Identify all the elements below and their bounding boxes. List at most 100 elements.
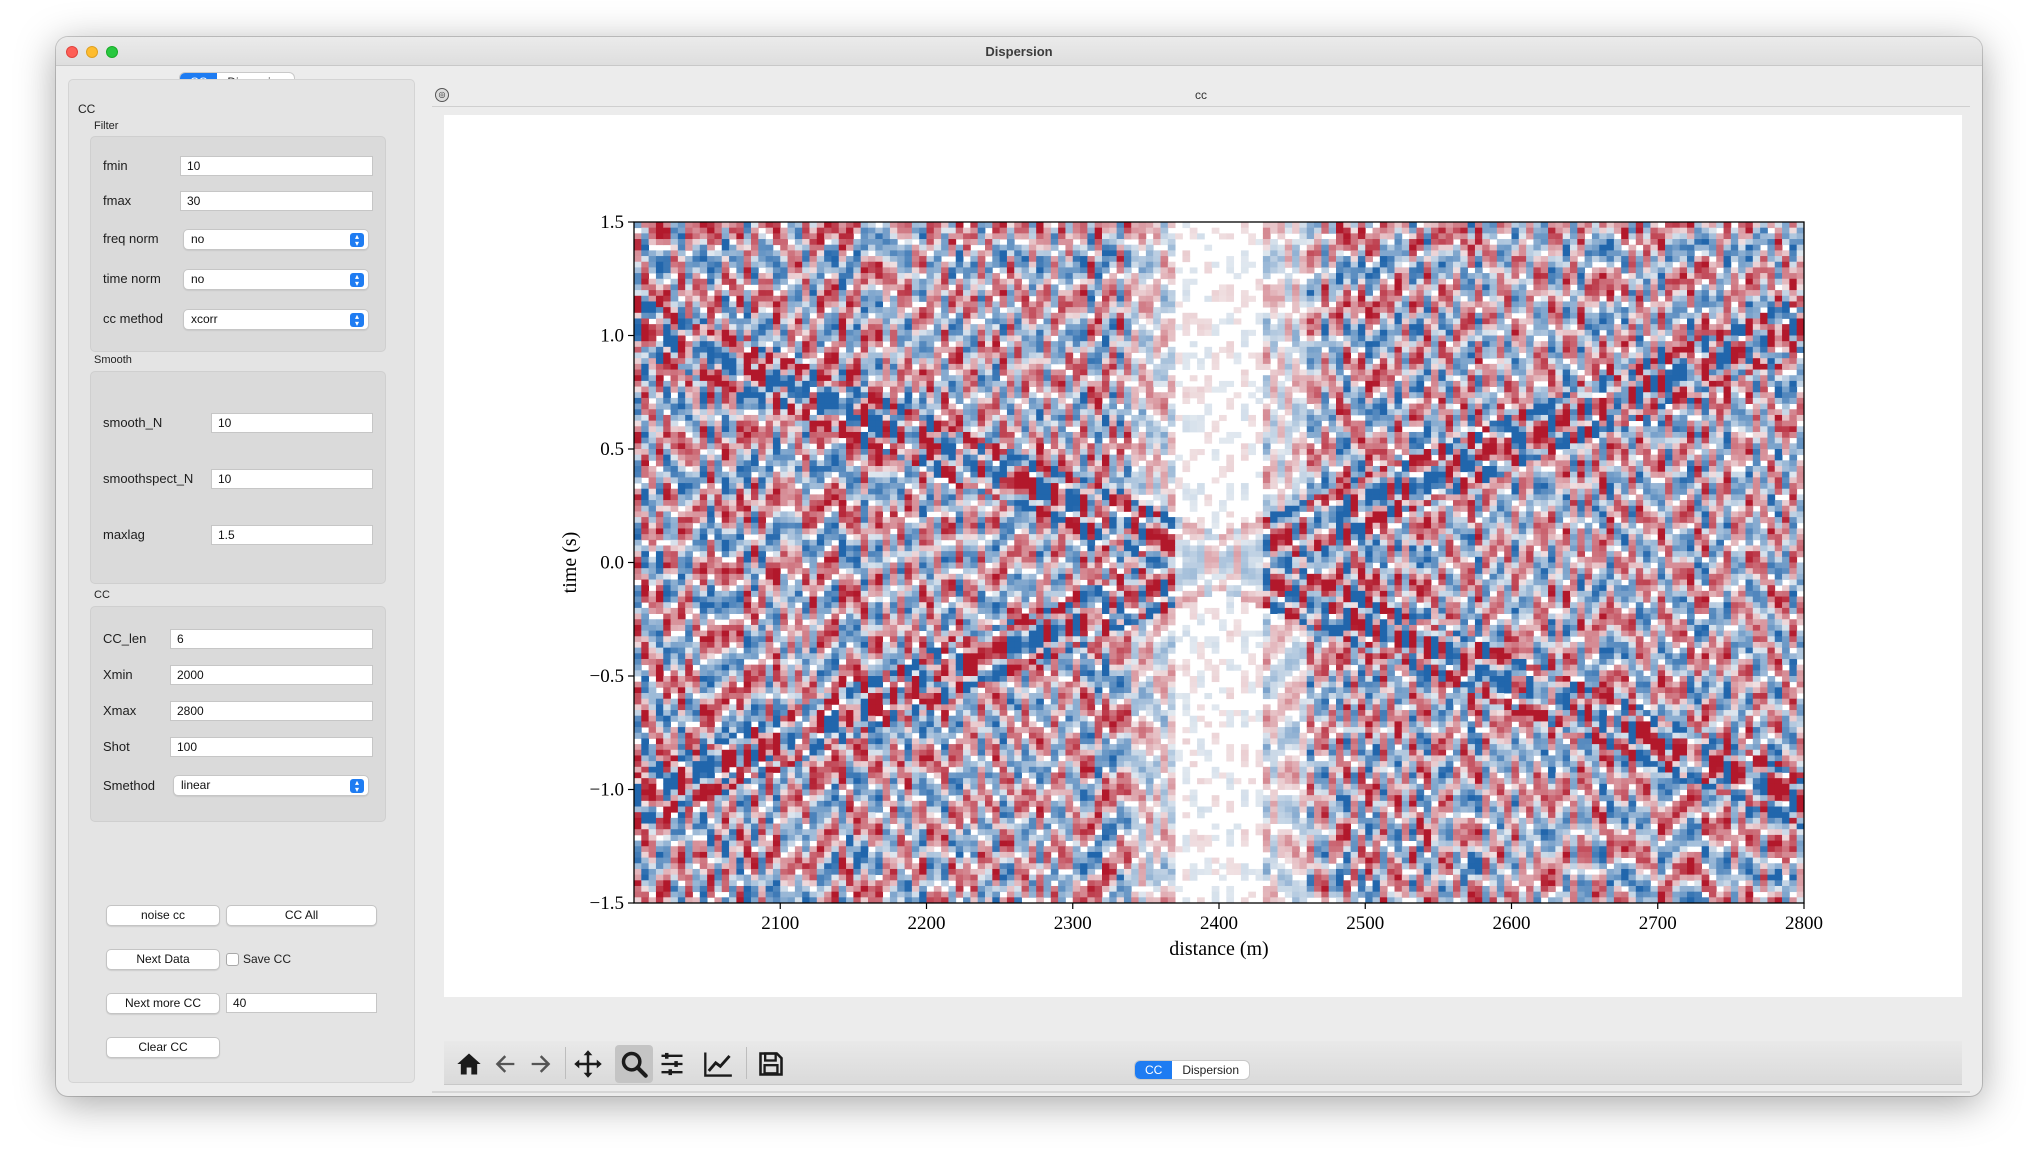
heatmap-cell [904,244,913,251]
heatmap-cell [641,562,650,569]
heatmap-cell [692,449,701,456]
next-more-cc-input[interactable] [226,993,377,1013]
heatmap-cell [677,244,686,251]
heatmap-cell [875,386,884,393]
maxlag-input[interactable] [211,525,373,545]
heatmap-cell [721,312,730,319]
heatmap-cell [714,556,723,563]
heatmap-cell [846,318,854,325]
heatmap-cell [875,539,884,546]
cc-all-button[interactable]: CC All [226,905,377,926]
heatmap-cell [794,585,803,592]
heatmap-cell [721,460,730,467]
heatmap-cell [816,528,825,535]
heatmap-cell [933,426,942,433]
heatmap-cell [824,539,832,546]
cc-len-input[interactable] [170,629,373,649]
freq-norm-select[interactable]: no ▴ ▾ [183,229,369,250]
figure-canvas[interactable]: 2100 2200 2300 2400 2500 2600 2700 2800 1.5 1.0 0.… [444,115,1962,997]
heatmap-cell [911,602,920,609]
cc-method-select[interactable]: xcorr ▴ ▾ [183,309,369,330]
heatmap-cell [751,233,759,240]
heatmap-cell [685,687,693,694]
noise-cc-button[interactable]: noise cc [106,905,220,926]
smethod-select[interactable]: linear ▴ ▾ [173,775,369,796]
heatmap-cell [897,630,905,637]
fmin-input[interactable] [180,156,373,176]
heatmap-cell [824,380,832,387]
save-cc-checkbox[interactable] [226,953,239,966]
next-data-button[interactable]: Next Data [106,949,220,970]
clear-cc-button[interactable]: Clear CC [106,1037,220,1058]
smoothspect-n-input[interactable] [211,469,373,489]
heatmap-cell [787,568,796,575]
heatmap-cell [743,335,752,342]
zoom-window-button[interactable] [106,46,118,58]
heatmap-cell [743,812,752,819]
heatmap-cell [743,897,752,904]
heatmap-cell [889,273,898,280]
heatmap-cell [699,545,708,552]
dock-float-icon[interactable]: ◎ [435,88,449,102]
heatmap-cell [802,704,810,711]
minimize-window-button[interactable] [86,46,98,58]
heatmap-cell [780,488,788,495]
heatmap-cell [955,250,964,257]
heatmap-cell [948,681,957,688]
heatmap-cell [868,823,876,830]
heatmap-cell [670,494,679,501]
heatmap-cell [663,284,671,291]
smooth-n-input[interactable] [211,413,373,433]
heatmap-cell [641,278,650,285]
xmax-input[interactable] [170,701,373,721]
heatmap-cell [641,744,650,751]
heatmap-cell [838,295,847,302]
heatmap-cell [868,483,876,490]
heatmap-cell [787,290,796,297]
heatmap-cell [765,863,774,870]
heatmap-cell [882,222,891,229]
heatmap-cell [794,324,803,331]
heatmap-cell [860,295,869,302]
heatmap-cell [743,295,752,302]
heatmap-cell [860,829,869,836]
heatmap-cell [926,755,935,762]
heatmap-cell [663,727,671,734]
heatmap-cell [685,437,693,444]
heatmap-cell [787,817,796,824]
next-more-cc-button[interactable]: Next more CC [106,993,220,1014]
heatmap-cell [911,766,920,773]
heatmap-cell [824,885,832,893]
heatmap-cell [663,426,671,433]
shot-input[interactable] [170,737,373,757]
heatmap-cell [765,817,774,824]
heatmap-cell [875,335,884,342]
heatmap-cell [794,528,803,535]
heatmap-cell [736,471,745,478]
heatmap-cell [743,857,752,864]
heatmap-cell [736,562,745,569]
close-window-button[interactable] [66,46,78,58]
heatmap-cell [765,363,774,370]
heatmap-cell [911,386,920,393]
heatmap-cell [933,658,942,666]
heatmap-cell [721,727,730,734]
heatmap-cell [692,647,701,654]
fmax-input[interactable] [180,191,373,211]
heatmap-cell [721,369,730,376]
heatmap-cell [699,891,708,898]
heatmap-cell [860,511,869,518]
heatmap-cell [677,375,686,382]
heatmap-cell [882,375,891,382]
heatmap-cell [751,647,759,654]
heatmap-cell [889,885,898,893]
heatmap-cell [831,278,840,285]
heatmap-cell [948,658,957,666]
heatmap-cell [721,766,730,773]
heatmap-cell [641,800,650,807]
heatmap-cell [692,443,701,450]
heatmap-cell [736,528,745,535]
heatmap-cell [860,806,869,813]
time-norm-select[interactable]: no ▴ ▾ [183,269,369,290]
xmin-input[interactable] [170,665,373,685]
